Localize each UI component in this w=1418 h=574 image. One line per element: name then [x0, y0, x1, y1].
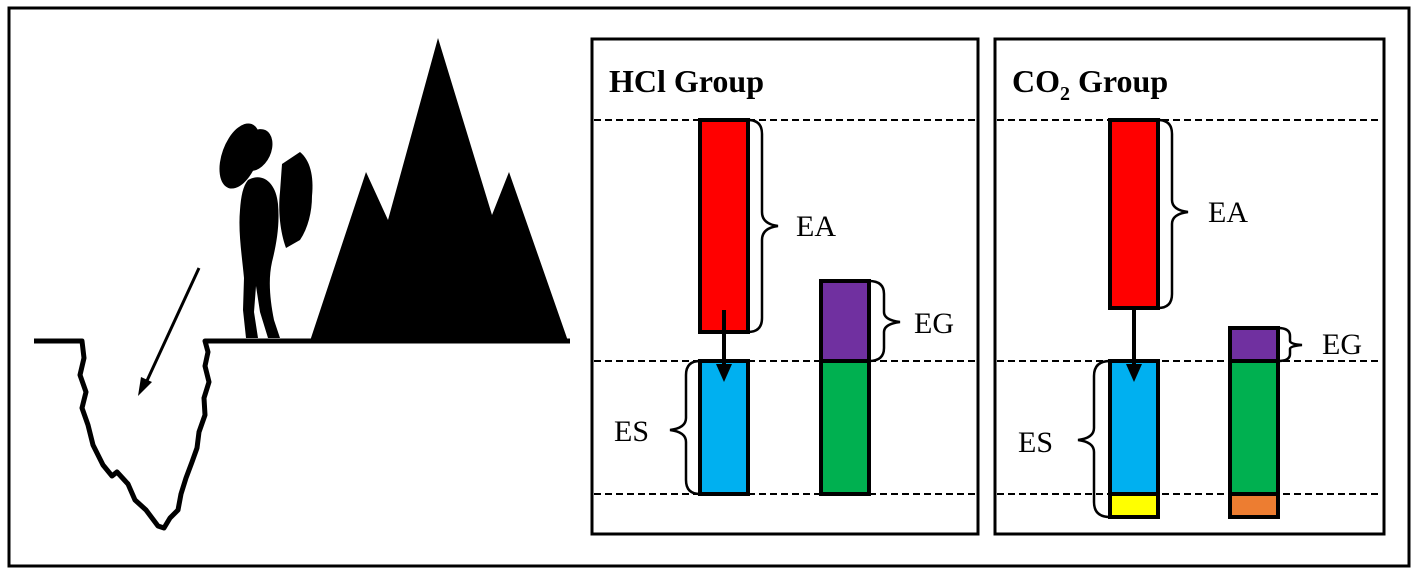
hcl-ea-brace: [747, 118, 779, 334]
hcl-panel: HCl Group EA EG ES: [590, 37, 980, 536]
co2-panel: CO2 Group EA EG ES: [993, 37, 1386, 536]
hcl-ea-label: EA: [796, 210, 836, 243]
co2-transition-arrow: [1126, 308, 1142, 382]
pit-icon: [34, 338, 570, 531]
hcl-eg-label: EG: [914, 307, 954, 340]
co2-ea-bar: [1108, 118, 1160, 310]
co2-title-rest: Group: [1070, 63, 1168, 99]
co2-es-label: ES: [1018, 426, 1053, 459]
co2-eg-bar: [1228, 326, 1280, 363]
hcl-es-brace: [669, 359, 701, 496]
hcl-green-bar: [819, 359, 871, 496]
co2-green-bar: [1228, 359, 1280, 496]
hcl-panel-frame: [590, 37, 980, 536]
hcl-panel-title: HCl Group: [609, 63, 764, 99]
co2-orange-bar: [1228, 492, 1280, 519]
hcl-es-label: ES: [614, 415, 649, 448]
hiker-icon: [219, 123, 313, 338]
co2-es-brace: [1077, 359, 1111, 519]
illustration: [34, 38, 570, 531]
co2-yellow-bar: [1108, 492, 1160, 519]
hcl-ea-bar: [698, 118, 750, 334]
hcl-transition-arrow: [716, 310, 732, 382]
co2-panel-frame: [993, 37, 1386, 536]
fall-arrow-icon: [138, 267, 201, 396]
co2-ea-label: EA: [1208, 196, 1248, 229]
co2-title-subscript: 2: [1060, 83, 1070, 105]
co2-eg-label: EG: [1322, 328, 1362, 361]
co2-es-bar: [1108, 359, 1160, 496]
co2-ea-brace: [1157, 118, 1189, 310]
co2-eg-brace: [1277, 326, 1303, 363]
co2-title-main: CO: [1012, 63, 1060, 99]
hcl-eg-brace: [868, 279, 901, 363]
co2-panel-title: CO2 Group: [1012, 63, 1168, 105]
hcl-eg-bar: [819, 279, 871, 363]
mountain-icon: [310, 38, 568, 341]
